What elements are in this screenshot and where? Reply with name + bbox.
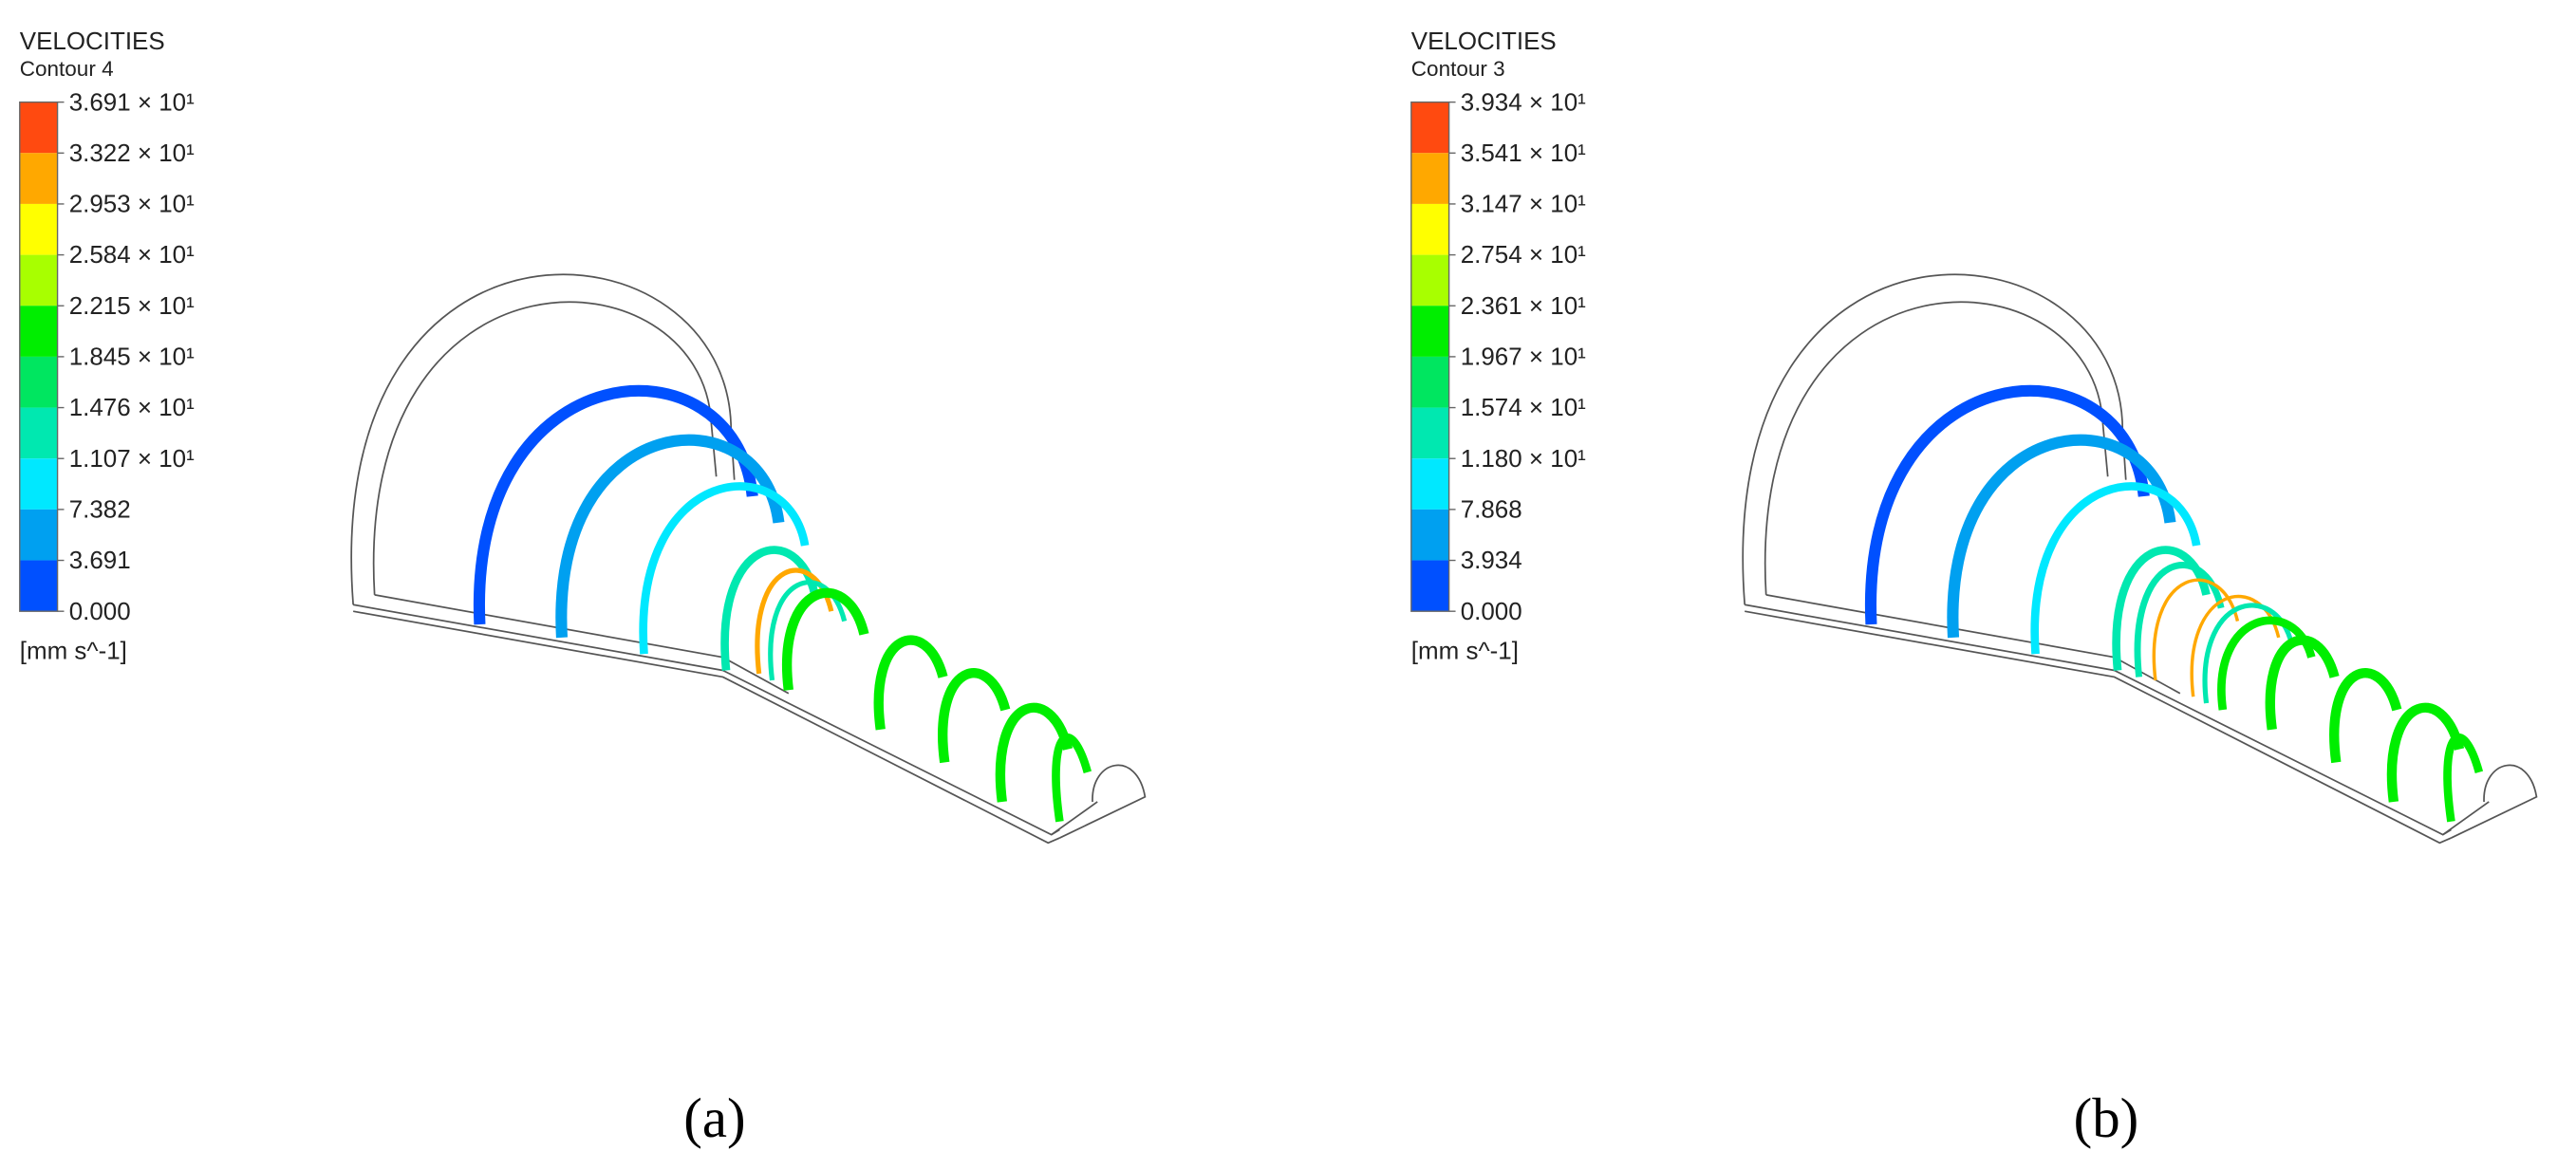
colorbar-label: 1.476 × 10¹ <box>69 393 195 421</box>
colorbar-label: 2.215 × 10¹ <box>69 291 195 320</box>
outline <box>1051 764 1147 839</box>
legend-title: VELOCITIES <box>1411 27 1557 55</box>
colorbar-label: 3.541 × 10¹ <box>1461 139 1586 167</box>
colorbar-label: 3.147 × 10¹ <box>1461 190 1586 218</box>
colorbar-band <box>19 102 58 154</box>
colorbar-band <box>1410 458 1449 510</box>
colorbar-label: 0.000 <box>69 597 131 625</box>
legend-subtitle: Contour 3 <box>1411 57 1505 81</box>
legend-subtitle: Contour 4 <box>20 57 114 81</box>
colorbar-band <box>19 560 58 612</box>
velocity-ring <box>2030 482 2201 655</box>
velocity-ring <box>782 587 869 691</box>
velocity-ring <box>1947 434 2176 639</box>
colorbar-label: 2.584 × 10¹ <box>69 240 195 269</box>
outline <box>1742 273 2127 605</box>
velocity-ring <box>2190 594 2281 697</box>
colorbar-band <box>19 254 58 306</box>
outline <box>350 273 736 605</box>
colorbar-band <box>1410 356 1449 408</box>
velocity-ring <box>1052 734 1092 823</box>
colorbar-band <box>1410 254 1449 306</box>
outline <box>352 604 1060 836</box>
colorbar-band <box>1410 203 1449 255</box>
velocity-ring <box>555 434 785 639</box>
velocity-ring <box>938 668 1011 764</box>
colorbar-label: 1.107 × 10¹ <box>69 444 195 473</box>
colorbar-label: 1.574 × 10¹ <box>1461 393 1586 421</box>
colorbar-label: 7.868 <box>1461 495 1522 524</box>
panel-caption: (b) <box>2074 1087 2139 1149</box>
colorbar-band <box>1410 560 1449 612</box>
colorbar-band <box>1410 102 1449 154</box>
velocity-ring <box>2386 702 2465 803</box>
colorbar-band <box>19 509 58 561</box>
colorbar-label: 3.691 × 10¹ <box>69 87 195 116</box>
velocity-ring <box>2329 668 2402 764</box>
colorbar-unit: [mm s^-1] <box>20 636 127 664</box>
velocity-ring <box>873 635 948 731</box>
outline <box>352 610 1060 845</box>
velocity-ring <box>2265 635 2340 731</box>
colorbar-band <box>19 203 58 255</box>
panel-caption: (a) <box>683 1087 745 1149</box>
colorbar-label: 0.000 <box>1461 597 1522 625</box>
colorbar-label: 2.361 × 10¹ <box>1461 291 1586 320</box>
colorbar-band <box>19 407 58 459</box>
colorbar-label: 1.180 × 10¹ <box>1461 444 1586 473</box>
colorbar-band <box>19 153 58 204</box>
colorbar-label: 1.967 × 10¹ <box>1461 343 1586 371</box>
colorbar-label: 3.322 × 10¹ <box>69 139 195 167</box>
velocity-ring <box>473 384 758 625</box>
outline <box>1745 604 2452 836</box>
colorbar-band <box>1410 509 1449 561</box>
colorbar-band <box>1410 407 1449 459</box>
outline <box>1745 610 2452 845</box>
outline <box>1764 301 2109 595</box>
velocity-ring <box>639 482 810 655</box>
velocity-ring <box>2443 734 2484 823</box>
velocity-ring <box>995 702 1073 803</box>
colorbar-label: 2.953 × 10¹ <box>69 190 195 218</box>
colorbar-unit: [mm s^-1] <box>1411 636 1519 664</box>
colorbar-label: 2.754 × 10¹ <box>1461 240 1586 269</box>
colorbar-label: 3.691 <box>69 546 131 574</box>
colorbar-label: 1.845 × 10¹ <box>69 343 195 371</box>
velocity-ring <box>1865 384 2150 625</box>
legend-title: VELOCITIES <box>20 27 165 55</box>
colorbar-band <box>1410 153 1449 204</box>
colorbar-label: 3.934 × 10¹ <box>1461 87 1586 116</box>
colorbar-label: 3.934 <box>1461 546 1522 574</box>
velocity-ring <box>768 580 848 681</box>
colorbar-band <box>19 356 58 408</box>
outline <box>2442 764 2538 839</box>
colorbar-label: 7.382 <box>69 495 131 524</box>
colorbar-band <box>19 306 58 357</box>
outline <box>372 301 718 595</box>
colorbar-band <box>1410 306 1449 357</box>
colorbar-band <box>19 458 58 510</box>
